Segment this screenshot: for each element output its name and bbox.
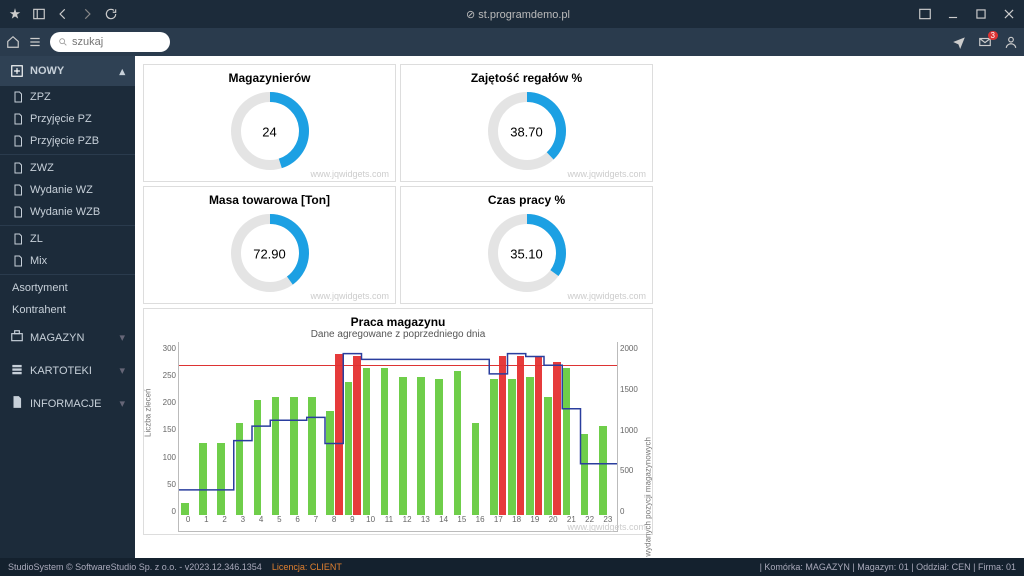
y-axis-right-label: Liczba wydanych pozycji magazynowych xyxy=(644,437,653,558)
chart-plot: 01234567891011121314151617181920212223 xyxy=(178,342,618,532)
sidebar-item[interactable]: Wydanie WZB xyxy=(0,201,135,223)
search-input-wrap[interactable] xyxy=(50,32,170,52)
chevron-down-icon: ▾ xyxy=(119,331,125,344)
gauge-value: 35.10 xyxy=(510,247,543,262)
sidebar-item-label: Przyjęcie PZ xyxy=(30,113,92,125)
status-right: | Komórka: MAGAZYN | Magazyn: 01 | Oddzi… xyxy=(760,562,1016,572)
document-icon xyxy=(12,206,24,218)
gauges-grid: Magazynierów 24 www.jqwidgets.com Zajęto… xyxy=(143,64,653,304)
gauge-title: Czas pracy % xyxy=(488,193,565,207)
plus-box-icon xyxy=(10,64,24,78)
y-axis-left-label: Liczba zleceń xyxy=(144,389,153,437)
sidebar-item[interactable]: ZL xyxy=(0,228,135,250)
sidebar-category[interactable]: INFORMACJE ▾ xyxy=(0,387,135,420)
category-icon xyxy=(10,395,24,412)
forward-icon[interactable] xyxy=(80,7,94,21)
layout-icon[interactable] xyxy=(918,7,932,21)
sidebar: NOWY ▴ ZPZ Przyjęcie PZ Przyjęcie PZB ZWZ Wy… xyxy=(0,56,135,558)
document-icon xyxy=(12,91,24,103)
gauge-card: Czas pracy % 35.10 www.jqwidgets.com xyxy=(400,186,653,304)
document-icon xyxy=(12,162,24,174)
panel-icon[interactable] xyxy=(32,7,46,21)
search-input[interactable] xyxy=(72,36,162,48)
chart-title: Praca magazynu xyxy=(150,315,646,329)
x-axis: 01234567891011121314151617181920212223 xyxy=(179,515,617,531)
gauge-value: 38.70 xyxy=(510,125,543,140)
sidebar-item-label: Przyjęcie PZB xyxy=(30,135,99,147)
mail-icon[interactable] xyxy=(978,35,992,49)
watermark-text: www.jqwidgets.com xyxy=(567,522,646,532)
sidebar-category-label: INFORMACJE xyxy=(30,398,102,410)
watermark-text: www.jqwidgets.com xyxy=(567,291,646,301)
gauge-title: Zajętość regałów % xyxy=(471,71,582,85)
sidebar-item-label: ZL xyxy=(30,233,43,245)
sidebar-item[interactable]: Przyjęcie PZ xyxy=(0,108,135,130)
sidebar-item[interactable]: Kontrahent xyxy=(0,299,135,321)
home-icon[interactable] xyxy=(6,35,20,49)
sidebar-item-label: ZWZ xyxy=(30,162,54,174)
new-button[interactable]: NOWY ▴ xyxy=(0,56,135,86)
chevron-up-icon: ▴ xyxy=(119,65,125,78)
sidebar-category[interactable]: KARTOTEKI ▾ xyxy=(0,354,135,387)
chevron-down-icon: ▾ xyxy=(119,397,125,410)
sidebar-item[interactable]: ZWZ xyxy=(0,157,135,179)
menu-icon[interactable] xyxy=(28,35,42,49)
document-icon xyxy=(12,255,24,267)
minimize-icon[interactable] xyxy=(946,7,960,21)
chart-card: Praca magazynu Dane agregowane z poprzed… xyxy=(143,308,653,535)
gauge-card: Masa towarowa [Ton] 72.90 www.jqwidgets.… xyxy=(143,186,396,304)
gauge-card: Magazynierów 24 www.jqwidgets.com xyxy=(143,64,396,182)
title-bar: ⊘ st.programdemo.pl xyxy=(0,0,1024,28)
user-icon[interactable] xyxy=(1004,35,1018,49)
sidebar-item[interactable]: Wydanie WZ xyxy=(0,179,135,201)
close-icon[interactable] xyxy=(1002,7,1016,21)
status-left: StudioSystem © SoftwareStudio Sp. z o.o.… xyxy=(8,562,262,572)
y-axis-right: 2000150010005000 xyxy=(618,342,646,532)
sidebar-item-label: Wydanie WZB xyxy=(30,206,100,218)
app-icon xyxy=(8,7,22,21)
gauge-value: 72.90 xyxy=(253,247,286,262)
document-icon xyxy=(12,184,24,196)
new-button-label: NOWY xyxy=(30,65,64,77)
toolbar xyxy=(0,28,1024,56)
gauge-title: Magazynierów xyxy=(228,71,310,85)
gauge-title: Masa towarowa [Ton] xyxy=(209,193,330,207)
sidebar-item-label: Wydanie WZ xyxy=(30,184,93,196)
document-icon xyxy=(12,233,24,245)
plane-icon[interactable] xyxy=(952,35,966,49)
url-display: ⊘ st.programdemo.pl xyxy=(118,8,918,21)
maximize-icon[interactable] xyxy=(974,7,988,21)
sidebar-item[interactable]: ZPZ xyxy=(0,86,135,108)
sidebar-item-label: ZPZ xyxy=(30,91,51,103)
main-content: Magazynierów 24 www.jqwidgets.com Zajęto… xyxy=(135,56,1024,558)
y-axis-left: 300250200150100500 xyxy=(150,342,178,532)
sidebar-item-label: Kontrahent xyxy=(12,304,66,316)
watermark-text: www.jqwidgets.com xyxy=(310,291,389,301)
refresh-icon[interactable] xyxy=(104,7,118,21)
sidebar-category-label: MAGAZYN xyxy=(30,332,84,344)
back-icon[interactable] xyxy=(56,7,70,21)
document-icon xyxy=(12,113,24,125)
chevron-down-icon: ▾ xyxy=(119,364,125,377)
sidebar-category[interactable]: MAGAZYN ▾ xyxy=(0,321,135,354)
search-icon xyxy=(58,36,68,48)
category-icon xyxy=(10,362,24,379)
sidebar-item-label: Asortyment xyxy=(12,282,68,294)
watermark-text: www.jqwidgets.com xyxy=(310,169,389,179)
sidebar-item[interactable]: Przyjęcie PZB xyxy=(0,130,135,152)
document-icon xyxy=(12,135,24,147)
status-license: Licencja: CLIENT xyxy=(272,562,342,572)
sidebar-item-label: Mix xyxy=(30,255,47,267)
trend-line xyxy=(179,342,617,516)
sidebar-item[interactable]: Mix xyxy=(0,250,135,272)
gauge-value: 24 xyxy=(262,125,276,140)
sidebar-item[interactable]: Asortyment xyxy=(0,277,135,299)
sidebar-category-label: KARTOTEKI xyxy=(30,365,92,377)
watermark-text: www.jqwidgets.com xyxy=(567,169,646,179)
gauge-card: Zajętość regałów % 38.70 www.jqwidgets.c… xyxy=(400,64,653,182)
chart-subtitle: Dane agregowane z poprzedniego dnia xyxy=(150,329,646,340)
status-bar: StudioSystem © SoftwareStudio Sp. z o.o.… xyxy=(0,558,1024,576)
category-icon xyxy=(10,329,24,346)
